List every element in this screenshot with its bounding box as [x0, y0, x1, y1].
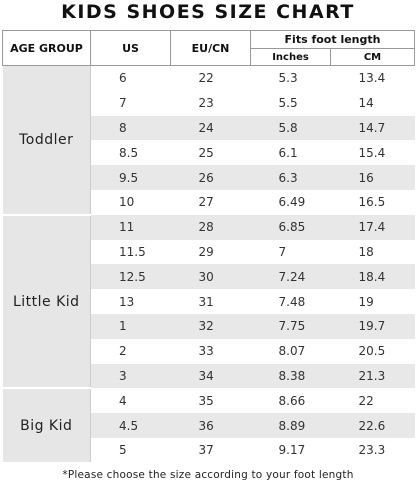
- header: Inches: [250, 48, 331, 66]
- age-group: Toddler: [2, 65, 91, 216]
- cell: 5: [119, 443, 127, 458]
- table-row: 2 33 8.07 20.5: [3, 339, 415, 364]
- cell: 22: [198, 71, 214, 86]
- table-row: Toddler 6 22 5.3 13.4: [2, 65, 415, 216]
- table-row: 8 24 5.8 14.7: [3, 115, 415, 141]
- table-row: Little Kid 11 28 6.85 17.4: [2, 214, 415, 390]
- cell: 6: [119, 71, 127, 86]
- header: EU/CN: [170, 30, 251, 66]
- header: US: [90, 30, 171, 66]
- cell: 23.3: [358, 443, 386, 458]
- cell: 21.3: [330, 363, 415, 389]
- cell: 24: [170, 115, 251, 141]
- cell: 11: [90, 214, 171, 240]
- table-row: 12.5 30 7.24 18.4: [3, 264, 415, 290]
- cell: 7: [119, 96, 127, 111]
- table-body: Toddler 6 22 5.3 13.4 7 23 5.5 14 8 24 5.8 14.7 8.5 25…: [2, 65, 415, 464]
- cell: 3: [90, 363, 171, 389]
- cell: 20.5: [358, 344, 386, 359]
- cell: 27: [198, 195, 214, 210]
- cell: 8.38: [250, 363, 331, 389]
- table-row: 11.5 29 7 18: [3, 240, 415, 265]
- header: CM: [330, 48, 415, 66]
- cell: 8.66: [278, 393, 306, 408]
- cell: 6.85: [250, 214, 331, 240]
- cell: 8.89: [250, 413, 331, 438]
- cell: 37: [198, 443, 214, 458]
- table-row: 9.5 26 6.3 16: [3, 165, 415, 190]
- cell: 16.5: [358, 195, 386, 210]
- cell: 10: [119, 195, 135, 210]
- table-row: 10 27 6.49 16.5: [3, 190, 415, 215]
- cell: 23: [198, 96, 214, 111]
- cell: 7: [278, 244, 287, 259]
- cell: 7.75: [250, 313, 331, 339]
- cell: 17.4: [330, 214, 415, 240]
- cell: 4.5: [90, 413, 171, 438]
- cell: 5.5: [278, 96, 298, 111]
- age-group: Little Kid: [2, 214, 91, 390]
- cell: 9.17: [278, 443, 306, 458]
- cell: 16: [330, 165, 415, 190]
- cell: 2: [119, 344, 127, 359]
- cell: 36: [170, 413, 251, 438]
- header: AGE GROUP: [2, 30, 91, 66]
- cell: 28: [170, 214, 251, 240]
- cell: 13.4: [358, 71, 386, 86]
- table-row: 3 34 8.38 21.3: [3, 363, 415, 389]
- age-group: Big Kid: [2, 388, 91, 464]
- cell: 8: [90, 115, 171, 141]
- table-row: 1 32 7.75 19.7: [3, 313, 415, 339]
- cell: 33: [198, 344, 214, 359]
- cell: 30: [170, 264, 251, 290]
- cell: 6.1: [278, 145, 298, 160]
- cell: 7.48: [278, 294, 306, 309]
- cell: 5.3: [278, 71, 298, 86]
- cell: 26: [170, 165, 251, 190]
- cell: 14: [358, 96, 374, 111]
- cell: 6.3: [250, 165, 331, 190]
- cell: 19.7: [330, 313, 415, 339]
- cell: 12.5: [90, 264, 171, 290]
- table-row: 13 31 7.48 19: [3, 289, 415, 314]
- cell: 34: [170, 363, 251, 389]
- table-row: 4.5 36 8.89 22.6: [3, 413, 415, 438]
- cell: 25: [198, 145, 214, 160]
- cell: 1: [90, 313, 171, 339]
- cell: 22.6: [330, 413, 415, 438]
- cell: 31: [198, 294, 214, 309]
- footnote: *Please choose the size according to you…: [62, 468, 354, 481]
- cell: 4: [119, 393, 127, 408]
- title: KIDS SHOES SIZE CHART: [61, 1, 355, 23]
- cell: 11.5: [119, 244, 146, 259]
- cell: 18.4: [330, 264, 415, 290]
- cell: 29: [198, 244, 214, 259]
- size-table: AGE GROUP US EU/CN Fits foot length Inch…: [2, 30, 415, 464]
- cell: 14.7: [330, 115, 415, 141]
- cell: 32: [170, 313, 251, 339]
- table-row: 7 23 5.5 14: [3, 91, 415, 116]
- cell: 22: [358, 393, 374, 408]
- cell: 13: [119, 294, 135, 309]
- cell: 15.4: [358, 145, 386, 160]
- cell: 35: [198, 393, 214, 408]
- cell: 19: [358, 294, 374, 309]
- cell: 8.5: [119, 145, 139, 160]
- cell: 6.49: [278, 195, 306, 210]
- table-row: 8.5 25 6.1 15.4: [3, 140, 415, 165]
- header: Fits foot length: [250, 30, 415, 49]
- cell: 9.5: [90, 165, 171, 190]
- table-row: 5 37 9.17 23.3: [3, 438, 415, 463]
- table-row: Big Kid 4 35 8.66 22: [2, 388, 415, 464]
- cell: 5.8: [250, 115, 331, 141]
- cell: 18: [358, 244, 374, 259]
- cell: 8.07: [278, 344, 306, 359]
- cell: 7.24: [250, 264, 331, 290]
